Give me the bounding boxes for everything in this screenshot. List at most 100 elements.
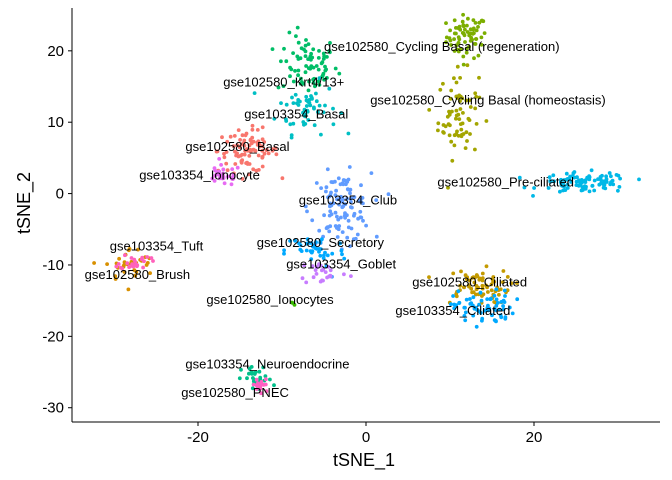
scatter-point — [242, 152, 247, 157]
cluster-label: gse102580_Basal — [185, 139, 289, 154]
cluster-label: gse102580_Cycling Basal (homeostasis) — [370, 92, 606, 107]
scatter-point — [132, 268, 137, 272]
scatter-point — [141, 265, 146, 270]
scatter-point — [256, 381, 260, 386]
scatter-point — [318, 253, 323, 258]
scatter-point — [252, 91, 257, 95]
scatter-point — [564, 171, 569, 176]
scatter-point — [333, 66, 338, 71]
scatter-point — [465, 277, 469, 282]
scatter-point — [305, 237, 310, 242]
scatter-point — [145, 261, 150, 265]
scatter-point — [254, 377, 259, 382]
scatter-point — [468, 297, 472, 301]
scatter-point — [311, 244, 316, 248]
scatter-point — [458, 283, 462, 288]
scatter-point — [229, 182, 234, 187]
scatter-point — [427, 108, 432, 112]
scatter-point — [302, 122, 306, 127]
scatter-point — [333, 210, 338, 215]
scatter-point — [213, 173, 218, 178]
scatter-point — [355, 232, 360, 237]
scatter-point — [590, 184, 595, 188]
scatter-point — [482, 31, 487, 35]
scatter-point — [249, 141, 254, 146]
scatter-point — [235, 143, 240, 148]
scatter-point — [489, 282, 494, 287]
scatter-point — [589, 168, 594, 173]
scatter-point — [471, 313, 476, 318]
scatter-point — [336, 217, 341, 222]
scatter-point — [296, 98, 301, 102]
scatter-point — [325, 253, 330, 258]
scatter-point — [303, 70, 308, 75]
scatter-point — [336, 176, 341, 181]
scatter-point — [301, 81, 305, 86]
scatter-point — [250, 372, 254, 376]
scatter-point — [346, 187, 351, 192]
scatter-point — [240, 133, 245, 138]
scatter-point — [470, 275, 475, 280]
scatter-point — [473, 147, 477, 152]
scatter-point — [272, 383, 276, 388]
scatter-point — [307, 79, 311, 84]
scatter-point — [611, 182, 616, 187]
scatter-point — [531, 194, 535, 198]
scatter-point — [480, 278, 485, 283]
scatter-point — [618, 176, 622, 181]
scatter-point — [328, 274, 332, 279]
scatter-point — [471, 303, 475, 308]
scatter-point — [323, 270, 328, 274]
scatter-point — [331, 106, 335, 111]
scatter-point — [467, 283, 471, 288]
scatter-point — [302, 263, 306, 268]
scatter-point — [240, 177, 245, 181]
scatter-point — [263, 374, 268, 378]
scatter-point — [547, 175, 552, 180]
scatter-point — [296, 68, 301, 73]
scatter-point — [260, 125, 265, 130]
scatter-point — [215, 170, 220, 175]
scatter-point — [348, 244, 352, 249]
scatter-point — [284, 119, 289, 123]
scatter-point — [476, 285, 480, 290]
scatter-point — [616, 173, 621, 178]
scatter-point — [563, 188, 568, 193]
scatter-point — [497, 292, 501, 297]
scatter-point — [255, 127, 260, 132]
scatter-point — [448, 28, 452, 33]
scatter-point — [505, 275, 510, 279]
scatter-point — [558, 189, 562, 194]
scatter-point — [304, 280, 309, 285]
scatter-point — [349, 274, 353, 278]
scatter-point — [317, 249, 321, 254]
scatter-point — [468, 132, 472, 136]
scatter-point — [317, 228, 322, 233]
scatter-point — [284, 102, 289, 107]
scatter-point — [302, 47, 306, 52]
scatter-point — [487, 307, 491, 312]
scatter-point — [339, 215, 343, 220]
scatter-point — [485, 285, 489, 290]
scatter-point — [338, 182, 343, 187]
scatter-point — [458, 107, 463, 111]
scatter-point — [256, 139, 261, 144]
scatter-point — [578, 180, 582, 185]
scatter-point — [572, 170, 577, 174]
scatter-point — [478, 290, 483, 295]
scatter-point — [346, 225, 351, 230]
scatter-point — [240, 152, 245, 157]
scatter-point — [475, 308, 479, 312]
scatter-point — [232, 134, 237, 138]
scatter-point — [293, 92, 298, 97]
scatter-point — [230, 167, 235, 172]
scatter-point — [306, 88, 311, 93]
cluster-label: gse102580_Brush — [85, 267, 191, 282]
scatter-point — [461, 111, 465, 115]
scatter-point — [463, 27, 467, 32]
scatter-point — [476, 25, 480, 29]
scatter-point — [499, 315, 504, 320]
scatter-point — [276, 85, 281, 90]
scatter-point — [300, 276, 305, 281]
scatter-point — [340, 230, 345, 235]
